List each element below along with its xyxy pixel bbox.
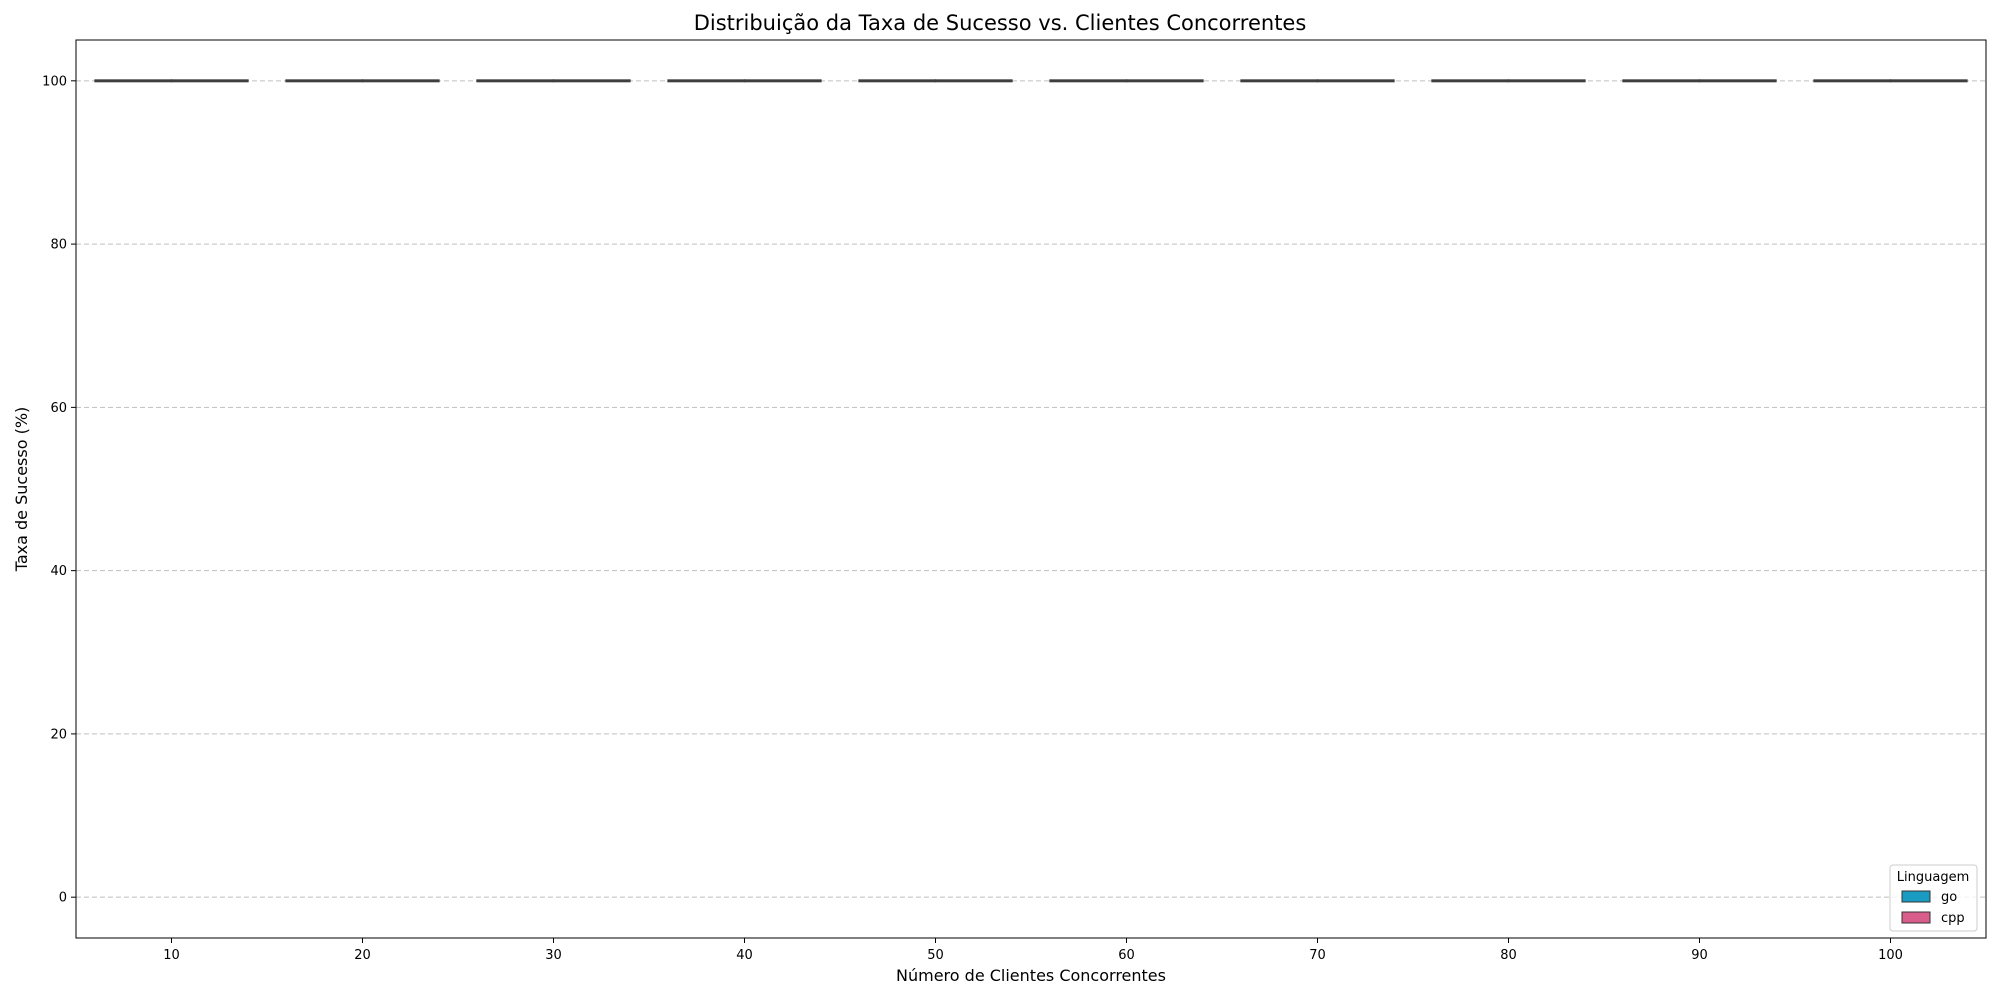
y-tick-label-0: 0 xyxy=(59,891,67,906)
x-tick-label-100: 100 xyxy=(1878,948,1903,963)
legend: Linguagem go cpp xyxy=(1889,864,1978,932)
x-tick-label-20: 20 xyxy=(354,948,371,963)
x-tick-label-80: 80 xyxy=(1500,948,1517,963)
legend-label-cpp: cpp xyxy=(1941,911,1965,926)
y-tick-label-80: 80 xyxy=(50,238,67,253)
grid-layer xyxy=(76,80,1986,898)
x-axis-ticks: 10 20 30 40 50 60 70 80 90 100 xyxy=(163,938,1903,963)
y-axis-label: Taxa de Sucesso (%) xyxy=(12,407,31,573)
y-tick-label-100: 100 xyxy=(42,74,67,89)
plot-area-frame xyxy=(75,39,1987,939)
box-layer xyxy=(94,79,1968,83)
x-tick-label-30: 30 xyxy=(545,948,562,963)
legend-swatch-go xyxy=(1901,890,1931,903)
y-axis-ticks: 0 20 40 60 80 100 xyxy=(42,74,76,906)
y-tick-label-60: 60 xyxy=(50,401,67,416)
x-tick-label-60: 60 xyxy=(1118,948,1135,963)
legend-label-go: go xyxy=(1941,890,1957,905)
y-tick-label-20: 20 xyxy=(50,727,67,742)
x-tick-label-90: 90 xyxy=(1691,948,1708,963)
legend-swatch-cpp xyxy=(1901,911,1931,924)
x-tick-label-50: 50 xyxy=(927,948,944,963)
y-tick-label-40: 40 xyxy=(50,564,67,579)
chart-title: Distribuição da Taxa de Sucesso vs. Clie… xyxy=(694,11,1307,35)
legend-title: Linguagem xyxy=(1897,870,1969,885)
x-tick-label-70: 70 xyxy=(1309,948,1326,963)
x-tick-label-10: 10 xyxy=(163,948,180,963)
x-tick-label-40: 40 xyxy=(736,948,753,963)
x-axis-label: Número de Clientes Concorrentes xyxy=(896,966,1166,985)
